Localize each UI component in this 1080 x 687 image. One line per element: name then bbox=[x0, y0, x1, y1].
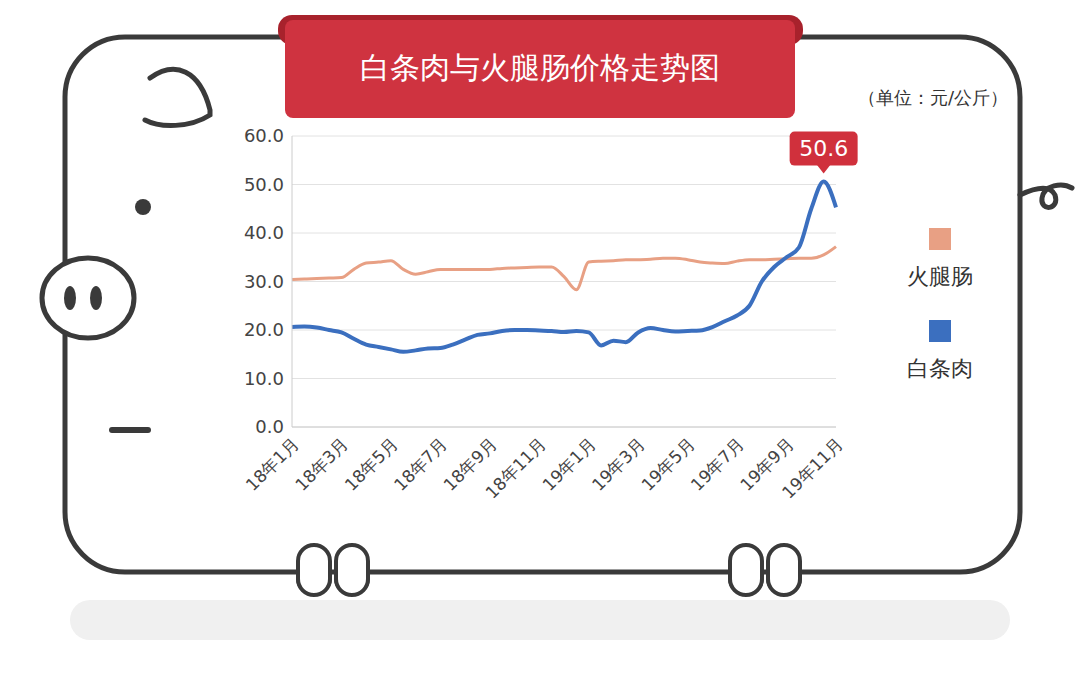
svg-text:（单位：元/公斤）: （单位：元/公斤） bbox=[858, 87, 1008, 108]
svg-text:19年5月: 19年5月 bbox=[637, 434, 698, 495]
svg-text:10.0: 10.0 bbox=[244, 368, 284, 389]
svg-text:19年1月: 19年1月 bbox=[538, 434, 599, 495]
svg-text:19年3月: 19年3月 bbox=[588, 434, 649, 495]
svg-text:20.0: 20.0 bbox=[244, 319, 284, 340]
svg-text:19年7月: 19年7月 bbox=[687, 434, 748, 495]
svg-text:白条肉与火腿肠价格走势图: 白条肉与火腿肠价格走势图 bbox=[360, 50, 720, 85]
svg-text:40.0: 40.0 bbox=[244, 222, 284, 243]
svg-text:50.0: 50.0 bbox=[244, 174, 284, 195]
html-text:白条肉: 白条肉 bbox=[907, 356, 973, 381]
svg-text:18年11月: 18年11月 bbox=[481, 434, 550, 503]
svg-text:18年7月: 18年7月 bbox=[390, 434, 451, 495]
svg-text:18年9月: 18年9月 bbox=[439, 433, 501, 495]
svg-text:0.0: 0.0 bbox=[255, 416, 284, 437]
svg-text:30.0: 30.0 bbox=[244, 271, 284, 292]
svg-text:18年1月: 18年1月 bbox=[242, 434, 303, 495]
svg-text:19年9月: 19年9月 bbox=[736, 433, 798, 495]
svg-text:19年11月: 19年11月 bbox=[778, 434, 847, 503]
html-text:火腿肠: 火腿肠 bbox=[907, 264, 973, 289]
svg-text:60.0: 60.0 bbox=[244, 125, 284, 146]
svg-text:18年3月: 18年3月 bbox=[291, 434, 352, 495]
svg-text:18年5月: 18年5月 bbox=[341, 434, 402, 495]
svg-text:50.6: 50.6 bbox=[799, 136, 848, 161]
